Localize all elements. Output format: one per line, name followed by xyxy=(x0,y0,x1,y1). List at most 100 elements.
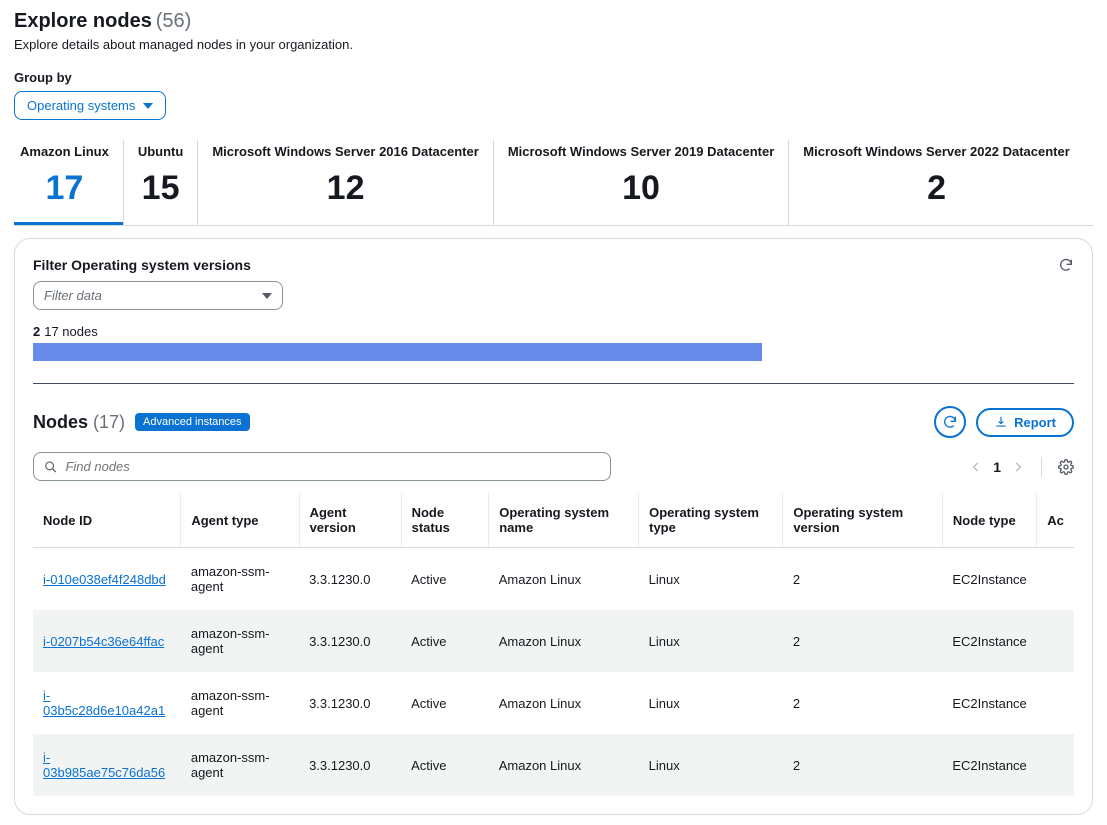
column-header[interactable]: Node ID xyxy=(33,493,181,548)
refresh-button[interactable] xyxy=(1058,257,1074,276)
find-nodes-search[interactable] xyxy=(33,452,611,481)
node-id-link[interactable]: i-03b5c28d6e10a42a1 xyxy=(43,688,165,718)
table-body: i-010e038ef4f248dbdamazon-ssm-agent3.3.1… xyxy=(33,548,1074,797)
tab-label: Microsoft Windows Server 2022 Datacenter xyxy=(803,144,1069,159)
tab-microsoft-windows-server-2016-datacenter[interactable]: Microsoft Windows Server 2016 Datacenter… xyxy=(197,140,492,225)
find-nodes-input[interactable] xyxy=(65,459,600,474)
page-subtitle: Explore details about managed nodes in y… xyxy=(14,37,1093,52)
cell-os-version: 2 xyxy=(783,548,943,611)
main-panel: Filter Operating system versions Filter … xyxy=(14,238,1093,815)
table-row: i-03b5c28d6e10a42a1 amazon-ssm-agent3.3.1… xyxy=(33,672,1074,734)
settings-button[interactable] xyxy=(1058,459,1074,475)
advanced-instances-badge: Advanced instances xyxy=(135,413,249,431)
node-id-link[interactable]: i-0207b54c36e64ffac xyxy=(43,634,164,649)
cell-account xyxy=(1037,610,1074,672)
cell-os-version: 2 xyxy=(783,734,943,796)
cell-agent-version: 3.3.1230.0 xyxy=(299,672,401,734)
tab-microsoft-windows-server-2019-datacenter[interactable]: Microsoft Windows Server 2019 Datacenter… xyxy=(493,140,788,225)
node-id-link[interactable]: i-010e038ef4f248dbd xyxy=(43,572,166,587)
report-label: Report xyxy=(1014,415,1056,430)
tab-label: Ubuntu xyxy=(138,144,183,159)
os-tabs: Amazon Linux 17 Ubuntu 15 Microsoft Windows … xyxy=(14,140,1093,226)
tab-count: 15 xyxy=(138,169,183,208)
node-id-link[interactable]: i-03b985ae75c76da56 xyxy=(43,750,165,780)
cell-agent-version: 3.3.1230.0 xyxy=(299,610,401,672)
cell-os-version: 2 xyxy=(783,672,943,734)
tab-label: Microsoft Windows Server 2019 Datacenter xyxy=(508,144,774,159)
column-header[interactable]: Operating system name xyxy=(489,493,639,548)
separator xyxy=(1041,457,1042,477)
cell-status: Active xyxy=(401,734,489,796)
cell-node-type: EC2Instance xyxy=(942,610,1036,672)
column-header[interactable]: Node status xyxy=(401,493,489,548)
chevron-down-icon xyxy=(143,103,153,109)
column-header[interactable]: Agent version xyxy=(299,493,401,548)
cell-agent-version: 3.3.1230.0 xyxy=(299,548,401,611)
groupby-dropdown[interactable]: Operating systems xyxy=(14,91,166,120)
divider xyxy=(33,383,1074,384)
cell-status: Active xyxy=(401,548,489,611)
tab-count: 17 xyxy=(20,169,109,208)
cell-account xyxy=(1037,672,1074,734)
tab-count: 12 xyxy=(212,169,478,208)
nodes-table: Node IDAgent typeAgent versionNode statu… xyxy=(33,493,1074,796)
cell-agent-type: amazon-ssm-agent xyxy=(181,548,299,611)
tab-amazon-linux[interactable]: Amazon Linux 17 xyxy=(14,140,123,225)
refresh-nodes-button[interactable] xyxy=(934,406,966,438)
bar-label-text: 17 nodes xyxy=(44,324,98,339)
tab-label: Amazon Linux xyxy=(20,144,109,159)
table-row: i-010e038ef4f248dbd amazon-ssm-agent3.3.1… xyxy=(33,548,1074,611)
filter-placeholder: Filter data xyxy=(44,288,102,303)
cell-account xyxy=(1037,548,1074,611)
cell-node-type: EC2Instance xyxy=(942,734,1036,796)
version-bar-fill xyxy=(33,343,762,361)
column-header[interactable]: Agent type xyxy=(181,493,299,548)
groupby-label: Group by xyxy=(14,70,1093,85)
tab-label: Microsoft Windows Server 2016 Datacenter xyxy=(212,144,478,159)
column-header[interactable]: Operating system type xyxy=(639,493,783,548)
cell-os-type: Linux xyxy=(639,734,783,796)
page-header: Explore nodes (56) xyxy=(14,10,1093,33)
cell-agent-type: amazon-ssm-agent xyxy=(181,672,299,734)
cell-status: Active xyxy=(401,610,489,672)
tab-microsoft-windows-server-2022-datacenter[interactable]: Microsoft Windows Server 2022 Datacenter… xyxy=(788,140,1083,225)
cell-node-type: EC2Instance xyxy=(942,548,1036,611)
bar-label: 2 17 nodes xyxy=(33,324,1074,339)
cell-agent-type: amazon-ssm-agent xyxy=(181,734,299,796)
pagination: 1 xyxy=(969,457,1074,477)
filter-data-dropdown[interactable]: Filter data xyxy=(33,281,283,310)
column-header[interactable]: Ac xyxy=(1037,493,1074,548)
cell-agent-version: 3.3.1230.0 xyxy=(299,734,401,796)
cell-os-name: Amazon Linux xyxy=(489,734,639,796)
chevron-down-icon xyxy=(262,293,272,299)
cell-status: Active xyxy=(401,672,489,734)
cell-os-name: Amazon Linux xyxy=(489,548,639,611)
current-page: 1 xyxy=(993,459,1001,475)
filter-title: Filter Operating system versions xyxy=(33,257,283,273)
table-header-row: Node IDAgent typeAgent versionNode statu… xyxy=(33,493,1074,548)
tab-ubuntu[interactable]: Ubuntu 15 xyxy=(123,140,197,225)
cell-os-version: 2 xyxy=(783,610,943,672)
next-page-button[interactable] xyxy=(1011,460,1025,474)
cell-agent-type: amazon-ssm-agent xyxy=(181,610,299,672)
cell-node-type: EC2Instance xyxy=(942,672,1036,734)
prev-page-button[interactable] xyxy=(969,460,983,474)
download-icon xyxy=(994,415,1008,429)
column-header[interactable]: Operating system version xyxy=(783,493,943,548)
nodes-count: (17) xyxy=(93,412,125,432)
tab-count: 10 xyxy=(508,169,774,208)
page-title-count: (56) xyxy=(156,10,192,32)
cell-os-type: Linux xyxy=(639,672,783,734)
column-header[interactable]: Node type xyxy=(942,493,1036,548)
report-button[interactable]: Report xyxy=(976,408,1074,437)
cell-os-type: Linux xyxy=(639,548,783,611)
cell-os-name: Amazon Linux xyxy=(489,610,639,672)
search-icon xyxy=(44,460,57,474)
cell-os-name: Amazon Linux xyxy=(489,672,639,734)
version-bar-chart xyxy=(33,343,1074,361)
bar-label-prefix: 2 xyxy=(33,324,40,339)
cell-account xyxy=(1037,734,1074,796)
table-row: i-0207b54c36e64ffac amazon-ssm-agent3.3.1… xyxy=(33,610,1074,672)
page-title: Explore nodes xyxy=(14,10,152,32)
cell-os-type: Linux xyxy=(639,610,783,672)
